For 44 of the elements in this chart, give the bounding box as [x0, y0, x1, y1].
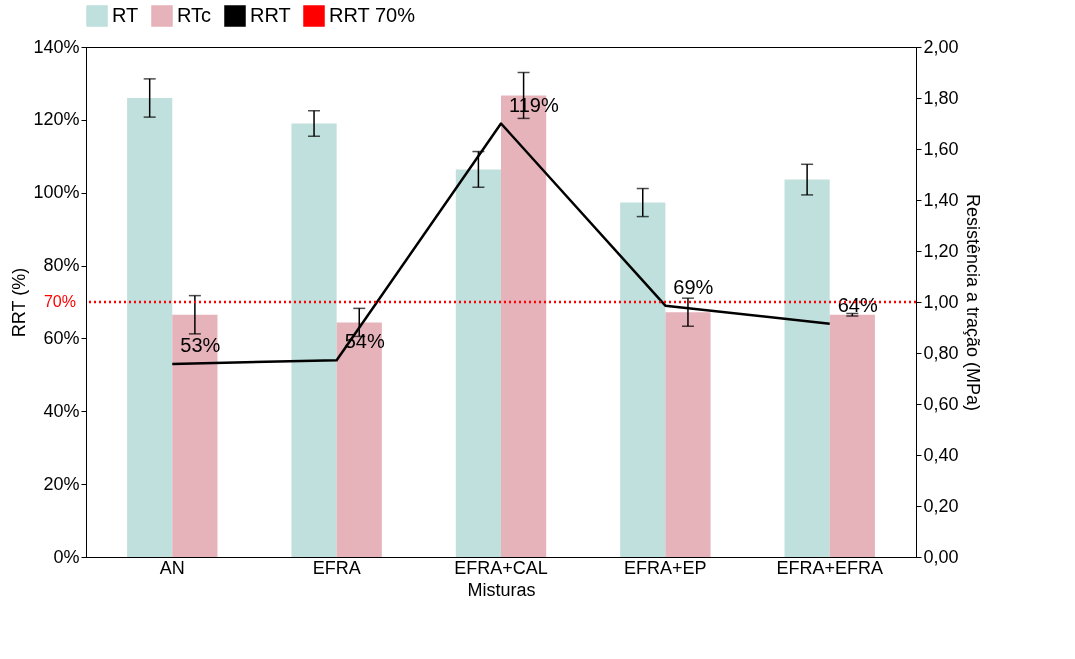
- legend-label: RT: [112, 4, 139, 26]
- bar: [336, 322, 382, 557]
- y2-tick-label: 1,20: [923, 240, 959, 261]
- y2-tick-label: 2,00: [923, 36, 959, 57]
- bar: [665, 312, 711, 557]
- bar: [172, 314, 218, 557]
- y-tick-label: 140%: [33, 36, 80, 57]
- x-tick-label: EFRA+EP: [624, 557, 707, 578]
- x-tick-label: EFRA+EFRA: [776, 557, 883, 578]
- y-tick-label: 80%: [43, 255, 80, 276]
- x-tick-label: EFRA: [312, 557, 361, 578]
- y-tick-label: 120%: [33, 109, 80, 130]
- y2-tick-label: 1,40: [923, 189, 959, 210]
- x-axis-title: Misturas: [467, 579, 536, 600]
- x-tick-label: AN: [159, 557, 185, 578]
- legend-label: RRT 70%: [329, 4, 416, 26]
- y2-tick-label: 1,80: [923, 87, 959, 108]
- x-tick-label: EFRA+CAL: [454, 557, 548, 578]
- y-tick-label: 20%: [43, 473, 80, 494]
- y2-tick-label: 0,60: [923, 393, 959, 414]
- y2-tick-label: 0,80: [923, 342, 959, 363]
- line-series: [171, 122, 831, 366]
- y2-tick-label: 0,40: [923, 444, 959, 465]
- y2-tick-label: 0,20: [923, 495, 959, 516]
- bar: [127, 98, 173, 557]
- y2-tick-label: 1,60: [923, 138, 959, 159]
- y-tick-label: 60%: [43, 327, 80, 348]
- y2-tick-label: 0,00: [923, 546, 959, 567]
- data-label: 69%: [673, 275, 714, 298]
- data-label: 53%: [180, 333, 221, 356]
- y-axis-title: RRT (%): [9, 267, 30, 338]
- legend-label: RRT: [250, 4, 291, 26]
- y-tick-label: 0%: [53, 546, 80, 567]
- y2-axis-title: Resistência a tração (MPa): [962, 193, 983, 412]
- bar: [455, 169, 501, 557]
- bar: [620, 202, 666, 557]
- bar: [291, 123, 337, 557]
- bar: [829, 314, 875, 557]
- legend-label: RTc: [177, 4, 212, 26]
- y-tick-label: 40%: [43, 400, 80, 421]
- text: 70%: [43, 293, 76, 310]
- bar: [784, 179, 830, 557]
- y2-tick-label: 1,00: [923, 291, 959, 312]
- y-tick-label: 100%: [33, 182, 80, 203]
